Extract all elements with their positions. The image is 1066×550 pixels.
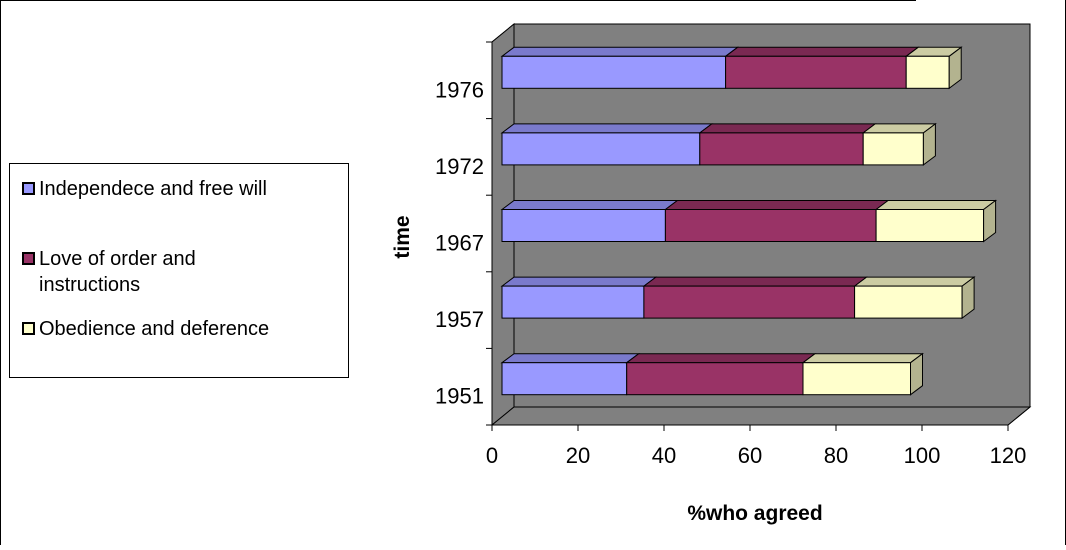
bar-side-1951 [910,352,923,396]
bar-1957-s0 [501,285,645,319]
x-tick-label-120: 120 [990,443,1027,468]
x-tick-label-100: 100 [904,443,941,468]
legend-swatch-obedience [22,322,35,335]
bar-side-1972 [922,122,936,166]
bar-top-1957-s2 [853,276,976,287]
bar-1972-s0 [501,132,701,166]
plot-floor [490,406,1032,426]
bar-1972-s1 [699,132,864,166]
bar-1967-s2 [875,209,985,242]
bar-1951-s1 [626,362,804,396]
bar-top-1951-s1 [625,353,817,364]
bar-1967-s0 [501,209,666,242]
bar-top-1967-s2 [874,200,998,210]
bar-1967-s1 [664,209,877,242]
legend: Independece and free will Love of order … [9,163,349,378]
legend-label-independence: Independece and free will [39,178,267,200]
bar-side-1957 [961,276,975,320]
bar-top-1951-s2 [801,353,924,364]
bar-1972-s2 [862,132,924,166]
bar-top-1967-s0 [500,200,679,210]
legend-swatch-independence [22,182,35,195]
legend-label-obedience: Obedience and deference [39,318,270,340]
x-tick-label-20: 20 [566,443,590,468]
y-tick-label-1976: 1976 [435,77,484,102]
bar-1951-s0 [501,362,628,396]
legend-label-love-of-order: Love of order and instructions [39,248,196,296]
x-tick-label-0: 0 [486,443,498,468]
bar-1957-s1 [643,285,856,319]
y-tick-label-1972: 1972 [435,154,484,179]
x-tick-label-80: 80 [824,443,848,468]
y-axis-title: time [391,215,414,258]
bar-1976-s1 [725,55,907,89]
x-axis-title: %who agreed [687,502,822,525]
x-tick-label-40: 40 [652,443,676,468]
y-tick-label-1957: 1957 [435,307,484,332]
legend-item-obedience: Obedience and deference [22,316,349,342]
bar-side-1967 [983,199,997,243]
bar-top-1967-s1 [663,200,890,210]
bar-1976-s2 [905,55,950,89]
bar-top-1951-s0 [500,353,641,364]
bar-top-1957-s0 [500,276,658,287]
bar-top-1976-s0 [500,46,740,57]
legend-item-love-of-order: Love of order and instructions [22,246,269,298]
y-tick-label-1951: 1951 [435,384,484,409]
x-tick-label-60: 60 [738,443,762,468]
legend-item-independence: Independece and free will [22,176,349,202]
bar-1951-s2 [802,362,911,396]
y-tick-label-1967: 1967 [435,231,484,256]
bar-1957-s2 [854,285,963,319]
bar-side-1976 [948,46,962,90]
legend-swatch-love-of-order [22,252,35,265]
bar-top-1972-s1 [698,123,877,134]
bar-top-1957-s1 [642,276,869,287]
bar-top-1972-s0 [500,123,714,134]
bar-top-1976-s1 [724,46,920,57]
bar-1976-s0 [501,55,727,89]
